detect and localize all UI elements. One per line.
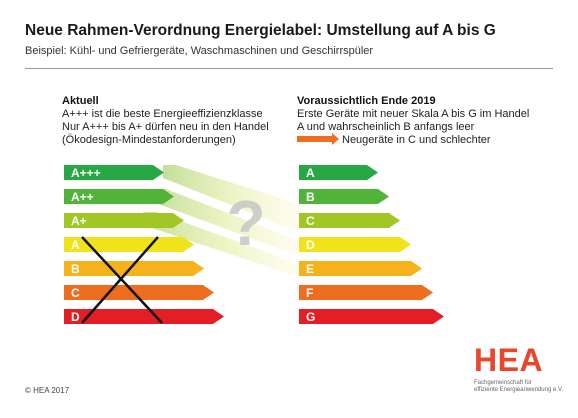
left-panel-heading: Aktuell: [62, 95, 99, 107]
hea-logo-subtitle-line-1: Fachgemeinschaft für: [474, 380, 532, 386]
right-panel-line-1: Erste Geräte mit neuer Skala A bis G im …: [297, 108, 530, 120]
right-class-bar-label-3: D: [306, 238, 315, 252]
left-panel-line-2: Nur A+++ bis A+ dürfen neu in den Handel: [62, 121, 269, 133]
divider: [25, 68, 553, 69]
page-title: Neue Rahmen-Verordnung Energielabel: Ums…: [25, 22, 496, 39]
question-mark-icon: ?: [226, 187, 265, 259]
right-panel-legend-text: Neugeräte in C und schlechter: [342, 134, 491, 146]
page-subtitle: Beispiel: Kühl- und Gefriergeräte, Wasch…: [25, 45, 374, 57]
right-class-bar-1: [299, 189, 389, 204]
right-class-bar-4: [299, 261, 422, 276]
left-class-bar-1: [64, 189, 174, 204]
left-panel-line-3: (Ökodesign-Mindestanforderungen): [62, 134, 236, 146]
right-class-bar-6: [299, 309, 444, 324]
transition-beams: [143, 165, 302, 278]
left-class-bar-4: [64, 261, 204, 276]
beam-a1: [143, 212, 302, 278]
right-class-bar-5: [299, 285, 433, 300]
hea-logo: HEA: [474, 342, 544, 378]
left-class-bar-label-4: B: [71, 262, 80, 276]
left-class-bar-3: [64, 237, 194, 252]
right-class-bar-label-4: E: [306, 262, 314, 276]
left-class-bar-label-1: A++: [71, 190, 94, 204]
left-class-bar-label-3: A: [71, 238, 80, 252]
left-class-bar-0: [64, 165, 164, 180]
copyright-text: © HEA 2017: [25, 386, 70, 395]
legend-arrow-icon: [297, 133, 339, 145]
beam-a2: [153, 189, 302, 257]
right-class-bar-2: [299, 213, 400, 228]
right-class-bar-label-1: B: [306, 190, 315, 204]
beam-a3: [163, 165, 302, 233]
left-class-bar-label-2: A+: [71, 214, 87, 228]
right-class-bar-label-0: A: [306, 166, 315, 180]
right-panel-heading: Voraussichtlich Ende 2019: [297, 95, 436, 107]
left-class-bar-label-6: D: [71, 310, 80, 324]
left-class-bar-6: [64, 309, 224, 324]
left-class-bar-label-5: C: [71, 286, 80, 300]
right-panel-line-2: A und wahrscheinlich B anfangs leer: [297, 121, 475, 133]
left-panel-line-1: A+++ ist die beste Energieeffizienzklass…: [62, 108, 263, 120]
right-class-bar-3: [299, 237, 411, 252]
right-class-bar-0: [299, 165, 378, 180]
left-class-bar-2: [64, 213, 184, 228]
left-class-bar-label-0: A+++: [71, 166, 101, 180]
right-class-bar-label-2: C: [306, 214, 315, 228]
right-class-bar-label-6: G: [306, 310, 315, 324]
left-class-bar-5: [64, 285, 214, 300]
hea-logo-subtitle: Fachgemeinschaft für effiziente Energiea…: [474, 380, 563, 394]
hea-logo-subtitle-line-2: effiziente Energieanwendung e.V.: [474, 387, 564, 393]
cross-out-icon: [81, 236, 163, 324]
right-class-bar-label-5: F: [306, 286, 313, 300]
